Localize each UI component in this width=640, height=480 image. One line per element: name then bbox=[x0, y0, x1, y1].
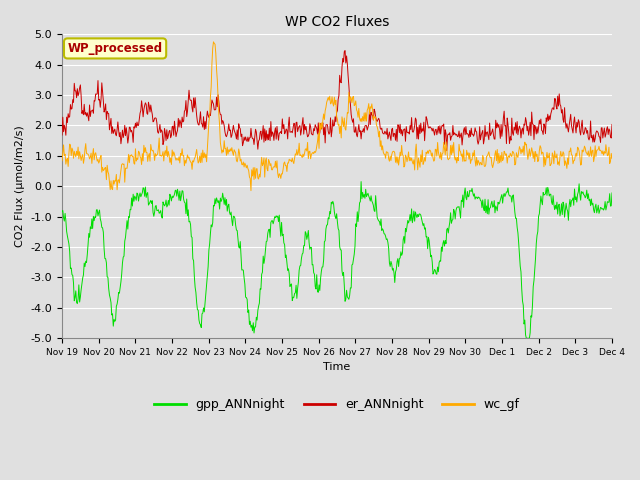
Y-axis label: CO2 Flux (μmol/m2/s): CO2 Flux (μmol/m2/s) bbox=[15, 125, 25, 247]
Legend: gpp_ANNnight, er_ANNnight, wc_gf: gpp_ANNnight, er_ANNnight, wc_gf bbox=[150, 393, 525, 416]
Text: WP_processed: WP_processed bbox=[68, 42, 163, 55]
X-axis label: Time: Time bbox=[323, 362, 351, 372]
Title: WP CO2 Fluxes: WP CO2 Fluxes bbox=[285, 15, 389, 29]
